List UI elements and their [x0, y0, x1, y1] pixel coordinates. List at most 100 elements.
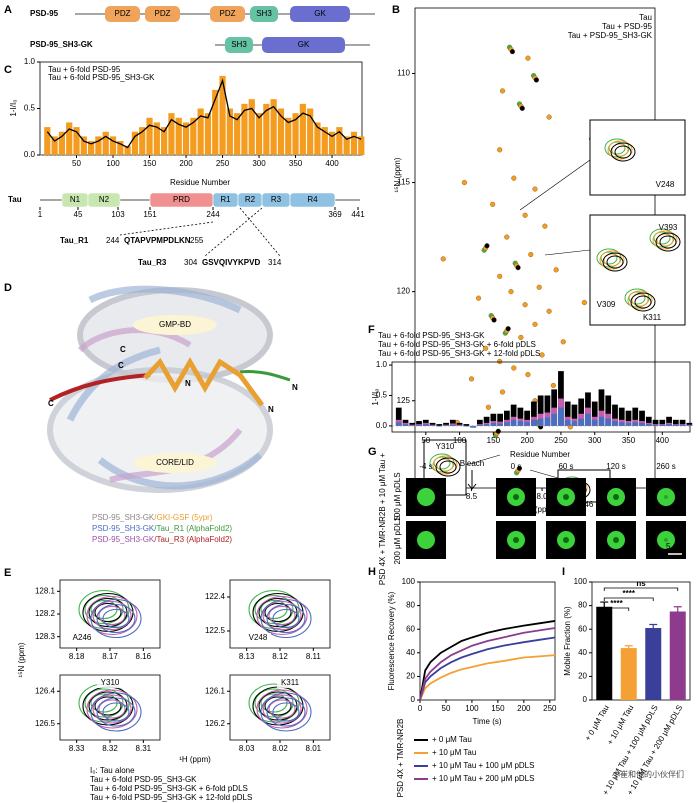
- bar: [270, 99, 277, 155]
- bar: [117, 141, 124, 155]
- bar: [277, 108, 285, 155]
- contour: [655, 232, 681, 252]
- bar: [564, 419, 571, 426]
- y-tick-label: 100: [574, 577, 588, 586]
- significance-label: ****: [610, 599, 623, 608]
- x-tick-label: 8.11: [306, 652, 322, 661]
- peak: [495, 428, 501, 434]
- domain-label: PDZ: [155, 9, 171, 18]
- plot-frame: [419, 581, 556, 701]
- peak: [525, 55, 531, 61]
- bar: [672, 424, 679, 426]
- bar: [517, 407, 524, 426]
- bar: [517, 421, 524, 426]
- peak: [546, 308, 552, 314]
- bar: [596, 606, 613, 700]
- peptide-name: Tau_R1: [60, 236, 89, 245]
- bar: [483, 424, 490, 426]
- peak: [542, 223, 548, 229]
- x-tick-label: 350: [289, 159, 303, 168]
- bleach-label: Bleach: [460, 459, 484, 468]
- contour: [88, 691, 128, 721]
- domain: [250, 6, 278, 22]
- legend-entry: + 10 μM Tau: [432, 748, 476, 757]
- terminus-label: N: [292, 383, 298, 392]
- x-tick-label: 8.5: [466, 492, 478, 501]
- bar: [343, 136, 350, 155]
- tau-r1-chain: [239, 370, 291, 382]
- legend-entry: + 10 μM Tau + 100 μM pDLS: [432, 761, 534, 770]
- peak: [484, 243, 490, 249]
- bar: [463, 425, 470, 427]
- side-label: PSD 4X + TMR-NR2B + 10 μM Tau +: [378, 453, 387, 585]
- bar: [578, 418, 585, 426]
- bar: [443, 424, 449, 426]
- panel-label: H: [368, 566, 376, 578]
- peak: [519, 105, 525, 111]
- contour: [266, 697, 306, 727]
- protein-name: PSD-95: [30, 9, 59, 18]
- contour: [102, 608, 130, 629]
- contour: [608, 141, 626, 155]
- recovery-line: [419, 627, 556, 701]
- x-tick-label: + 0 μM Tau: [583, 704, 611, 743]
- terminus-label: N: [185, 379, 191, 388]
- x-tick-label: 8.16: [136, 652, 152, 661]
- contour: [656, 233, 674, 247]
- y-tick-label: 126.4: [35, 686, 56, 695]
- contour: [272, 608, 300, 629]
- y-tick-label: 0.5: [376, 391, 388, 400]
- peptide-name: Tau_R3: [138, 258, 167, 267]
- peak: [497, 358, 503, 365]
- domain-label: GK: [314, 9, 326, 18]
- panel-label: C: [4, 64, 12, 76]
- legend-protein: PSD-95_SH3-GK: [92, 524, 155, 533]
- bar: [102, 131, 109, 155]
- peak-label: A246: [73, 633, 92, 642]
- contour: [260, 598, 312, 639]
- bar: [175, 117, 182, 155]
- x-tick-label: 150: [491, 704, 505, 713]
- protein-name: PSD-95_SH3-GK: [30, 40, 93, 49]
- y-tick-label: 128.1: [35, 586, 56, 595]
- x-tick-label: 8.32: [102, 744, 118, 753]
- contour: [628, 291, 646, 305]
- peak: [491, 317, 497, 323]
- contour: [262, 694, 302, 724]
- y-tick-label: 128.3: [35, 632, 56, 641]
- plot-frame: [391, 361, 691, 433]
- terminus-label: N: [268, 405, 274, 414]
- bar: [153, 122, 160, 155]
- peak: [497, 147, 503, 153]
- y-axis-label: Fluorescence Recovery (%): [387, 591, 396, 690]
- bar: [524, 422, 531, 426]
- y-tick-label: 80: [578, 601, 587, 610]
- y-tick-label: 128.2: [35, 609, 56, 618]
- peak: [533, 77, 539, 83]
- x-tick-label: 150: [487, 436, 501, 445]
- x-tick-label: 400: [325, 159, 339, 168]
- contour: [256, 595, 308, 636]
- bar: [429, 425, 436, 426]
- contour: [433, 456, 451, 470]
- position-label: 369: [328, 210, 342, 219]
- bar: [564, 401, 571, 426]
- bar: [234, 113, 241, 155]
- bar: [612, 404, 618, 426]
- bar: [639, 410, 645, 426]
- bar: [307, 108, 314, 155]
- x-axis-label: Residue Number: [510, 450, 570, 459]
- contour: [600, 251, 618, 265]
- x-tick-label: 250: [216, 159, 230, 168]
- droplet: [417, 488, 435, 506]
- legend-entry: Tau + 6-fold PSD-95_SH3-GK: [90, 775, 197, 784]
- bar: [686, 422, 693, 426]
- bar: [531, 419, 537, 426]
- panel-label: D: [4, 282, 12, 294]
- peptide-start: 304: [184, 258, 198, 267]
- legend-ligand: /Tau_R3 (AlphaFold2): [154, 535, 232, 544]
- peak: [499, 389, 506, 395]
- contour: [86, 595, 138, 636]
- domain: [225, 37, 253, 53]
